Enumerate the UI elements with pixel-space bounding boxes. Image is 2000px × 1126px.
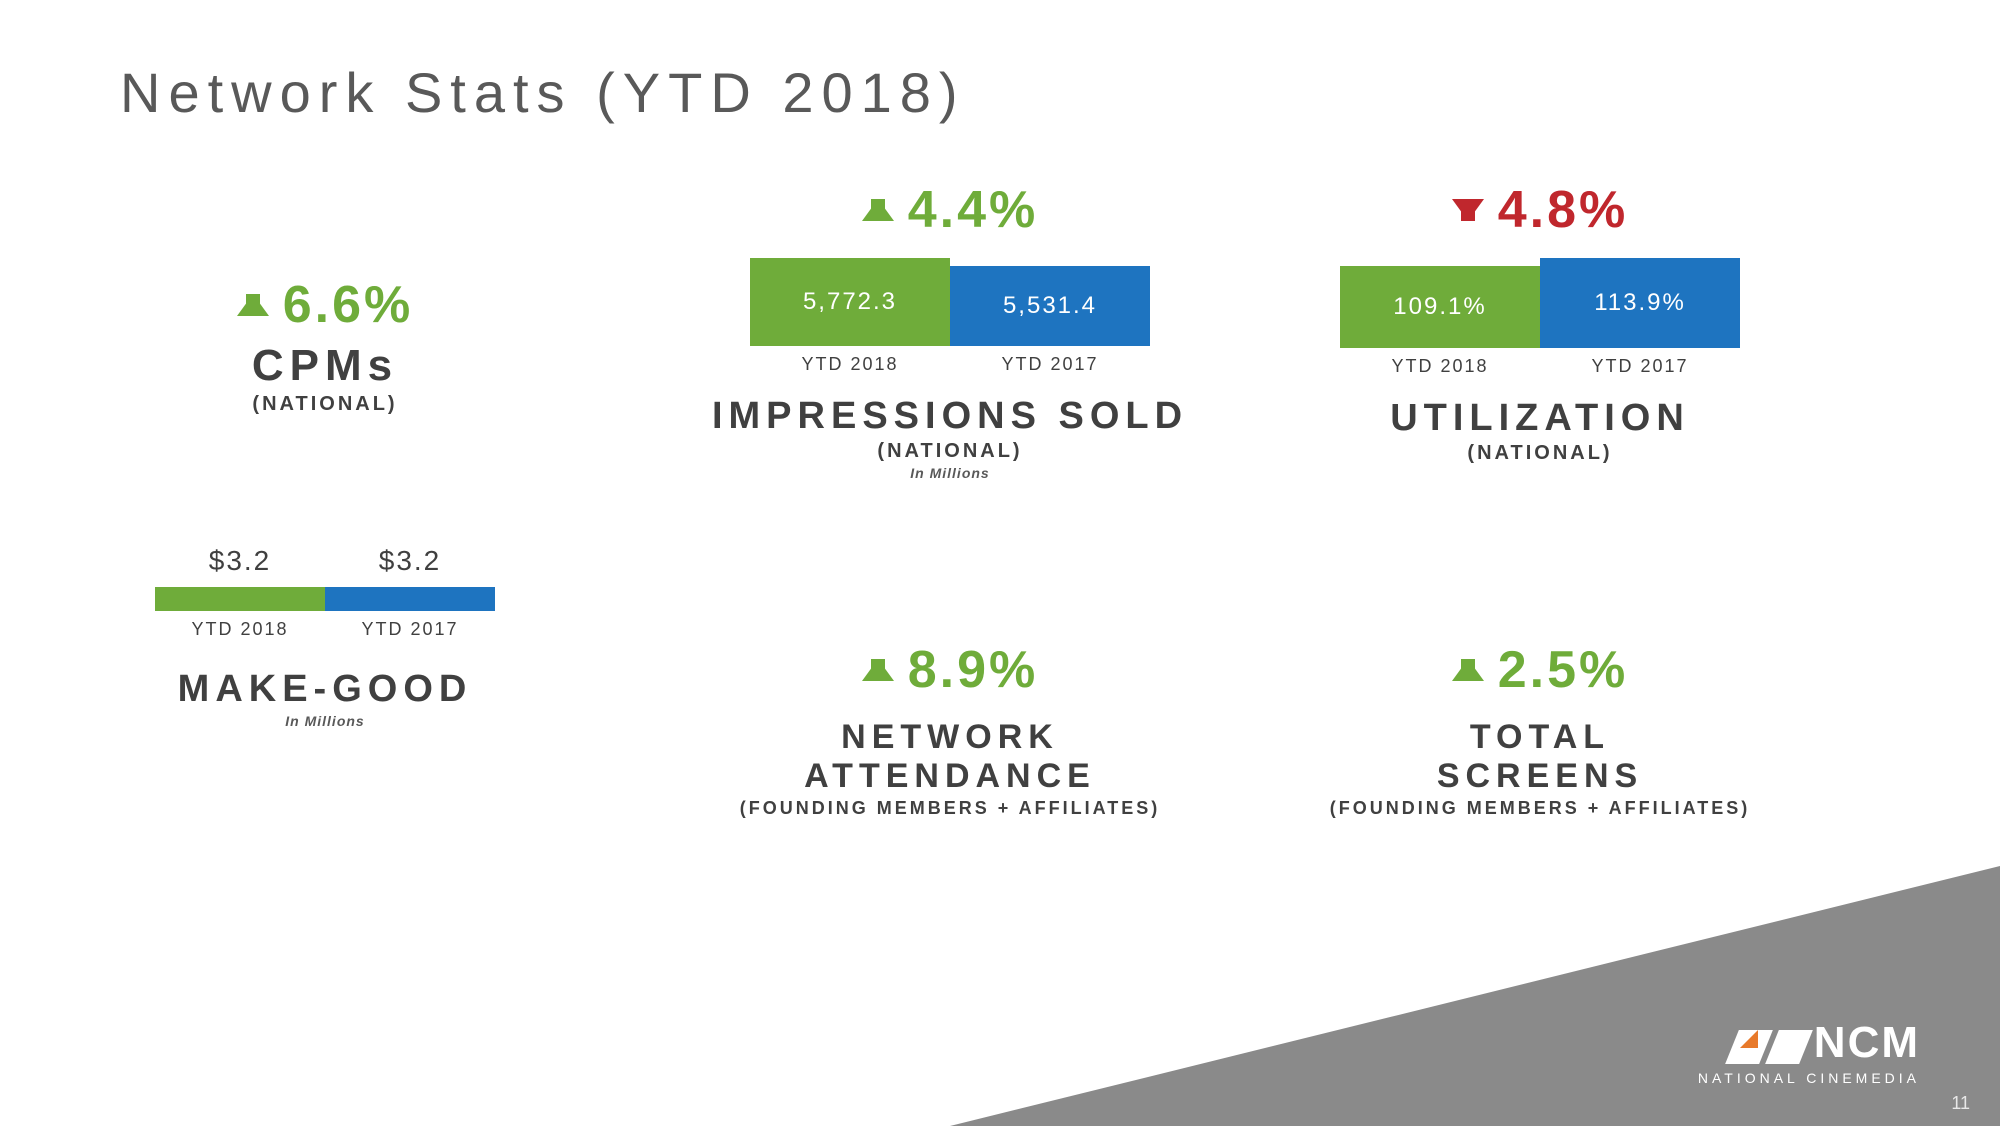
makegood-val-0: $3.2	[155, 545, 325, 577]
footer-triangle	[950, 866, 2000, 1126]
utilization-title: UTILIZATION	[1290, 397, 1790, 440]
arrow-down-icon	[1452, 199, 1484, 221]
attendance-pct: 8.9%	[908, 640, 1039, 700]
attendance-title-1: NETWORK	[700, 718, 1200, 757]
impressions-sub: (NATIONAL)	[700, 440, 1200, 463]
attendance-sub: (FOUNDING MEMBERS + AFFILIATES)	[700, 798, 1200, 819]
impressions-pct: 4.4%	[908, 180, 1039, 240]
cpms-title: CPMs	[145, 341, 505, 391]
impressions-note: In Millions	[700, 465, 1200, 481]
utilization-label-1: YTD 2017	[1540, 356, 1740, 377]
panel-makegood: $3.2 $3.2 YTD 2018 YTD 2017 MAKE-GOOD In…	[145, 545, 505, 729]
panel-screens: 2.5% TOTAL SCREENS (FOUNDING MEMBERS + A…	[1290, 640, 1790, 819]
logo-mark-icon	[1732, 1022, 1804, 1064]
impressions-title: IMPRESSIONS SOLD	[700, 395, 1200, 438]
panel-attendance: 8.9% NETWORK ATTENDANCE (FOUNDING MEMBER…	[700, 640, 1200, 819]
makegood-title: MAKE-GOOD	[145, 668, 505, 711]
makegood-bars	[145, 587, 505, 611]
impressions-bar-1: 5,531.4	[950, 266, 1150, 346]
screens-title-2: SCREENS	[1290, 757, 1790, 796]
panel-impressions: 4.4% 5,772.3 5,531.4 YTD 2018 YTD 2017 I…	[700, 180, 1200, 481]
screens-sub: (FOUNDING MEMBERS + AFFILIATES)	[1290, 798, 1790, 819]
impressions-bars: 5,772.3 5,531.4	[700, 258, 1200, 346]
impressions-bar-0: 5,772.3	[750, 258, 950, 346]
arrow-up-icon	[862, 199, 894, 221]
utilization-labels: YTD 2018 YTD 2017	[1290, 356, 1790, 377]
page-number: 11	[1951, 1093, 1970, 1114]
cpms-pct: 6.6%	[283, 275, 414, 335]
makegood-values-row: $3.2 $3.2	[145, 545, 505, 577]
utilization-bar-0: 109.1%	[1340, 266, 1540, 348]
logo: NCM NATIONAL CINEMEDIA	[1698, 1018, 1920, 1086]
attendance-title-2: ATTENDANCE	[700, 757, 1200, 796]
screens-pct-row: 2.5%	[1290, 640, 1790, 700]
logo-row: NCM	[1698, 1018, 1920, 1068]
makegood-label-0: YTD 2018	[155, 619, 325, 640]
cpms-pct-row: 6.6%	[145, 275, 505, 335]
utilization-label-0: YTD 2018	[1340, 356, 1540, 377]
arrow-up-icon	[237, 294, 269, 316]
impressions-labels: YTD 2018 YTD 2017	[700, 354, 1200, 375]
impressions-pct-row: 4.4%	[700, 180, 1200, 240]
panel-cpms: 6.6% CPMs (NATIONAL)	[145, 275, 505, 416]
screens-title-1: TOTAL	[1290, 718, 1790, 757]
cpms-sub: (NATIONAL)	[145, 393, 505, 416]
panel-utilization: 4.8% 109.1% 113.9% YTD 2018 YTD 2017 UTI…	[1290, 180, 1790, 465]
screens-pct: 2.5%	[1498, 640, 1629, 700]
makegood-labels: YTD 2018 YTD 2017	[145, 619, 505, 640]
utilization-pct-row: 4.8%	[1290, 180, 1790, 240]
impressions-label-1: YTD 2017	[950, 354, 1150, 375]
logo-sub: NATIONAL CINEMEDIA	[1698, 1070, 1920, 1086]
makegood-label-1: YTD 2017	[325, 619, 495, 640]
arrow-up-icon	[862, 659, 894, 681]
makegood-val-1: $3.2	[325, 545, 495, 577]
attendance-pct-row: 8.9%	[700, 640, 1200, 700]
impressions-label-0: YTD 2018	[750, 354, 950, 375]
arrow-up-icon	[1452, 659, 1484, 681]
utilization-bar-1: 113.9%	[1540, 258, 1740, 348]
makegood-bar-0	[155, 587, 325, 611]
makegood-bar-1	[325, 587, 495, 611]
logo-text: NCM	[1814, 1018, 1920, 1068]
makegood-note: In Millions	[145, 713, 505, 729]
page-title: Network Stats (YTD 2018)	[120, 60, 966, 125]
utilization-pct: 4.8%	[1498, 180, 1629, 240]
utilization-sub: (NATIONAL)	[1290, 442, 1790, 465]
utilization-bars: 109.1% 113.9%	[1290, 258, 1790, 348]
